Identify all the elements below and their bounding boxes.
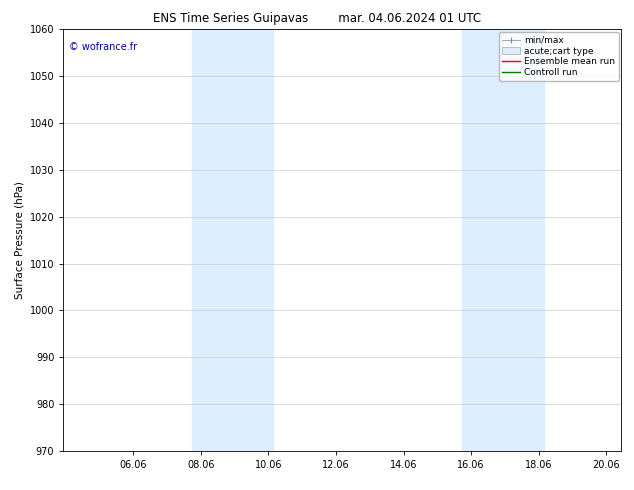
Bar [192, 29, 273, 451]
Bar [462, 29, 543, 451]
Text: © wofrance.fr: © wofrance.fr [69, 42, 137, 52]
Y-axis label: Surface Pressure (hPa): Surface Pressure (hPa) [14, 181, 24, 299]
Text: ENS Time Series Guipavas        mar. 04.06.2024 01 UTC: ENS Time Series Guipavas mar. 04.06.2024… [153, 12, 481, 25]
Legend: min/max, acute;cart type, Ensemble mean run, Controll run: min/max, acute;cart type, Ensemble mean … [499, 32, 619, 81]
